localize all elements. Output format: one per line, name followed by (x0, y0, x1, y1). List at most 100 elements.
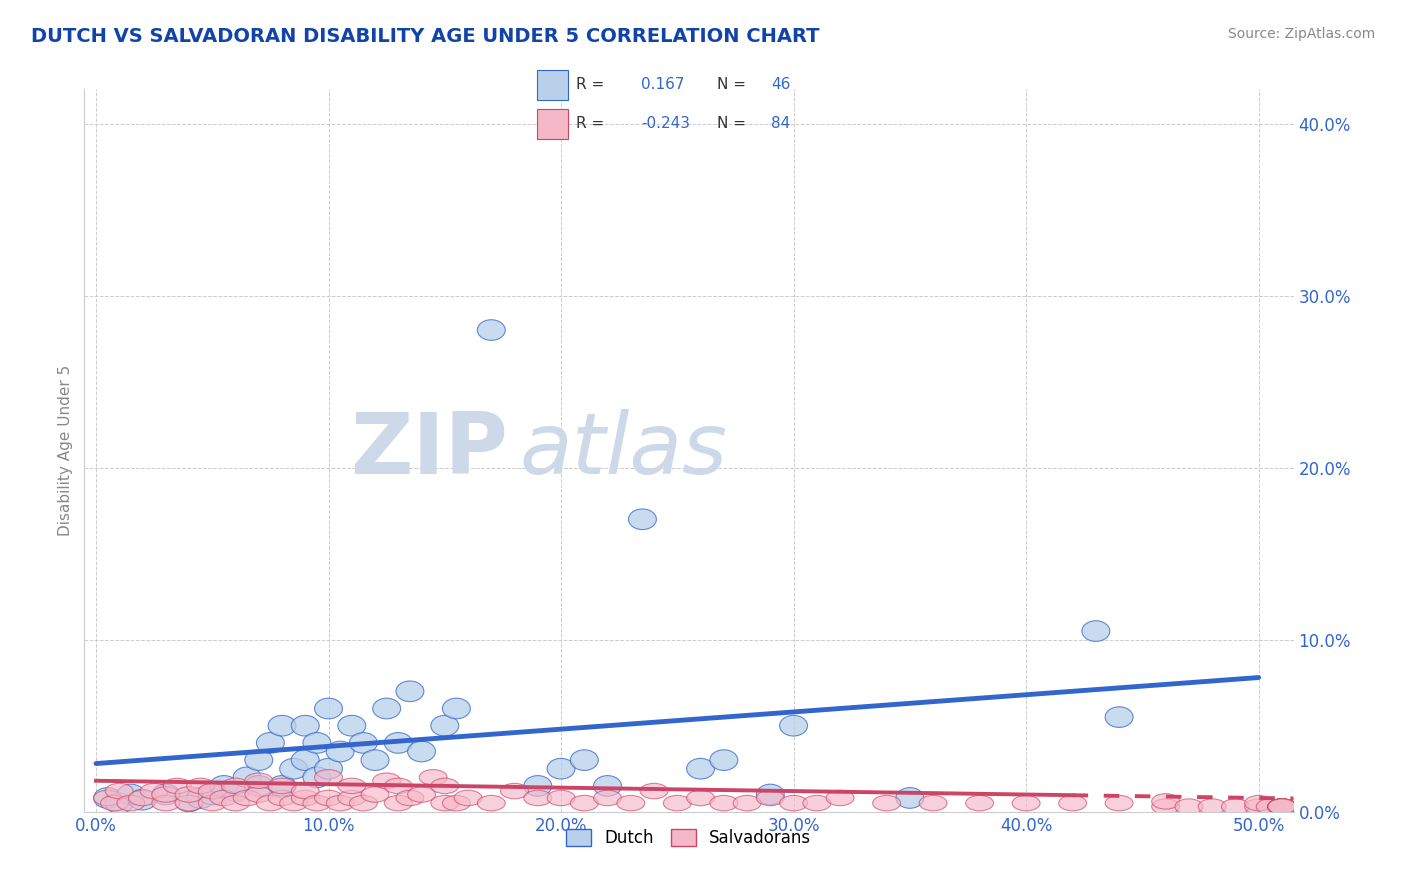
Ellipse shape (315, 758, 343, 779)
Ellipse shape (756, 790, 785, 805)
Ellipse shape (384, 796, 412, 811)
Ellipse shape (198, 796, 226, 811)
Ellipse shape (664, 796, 692, 811)
Ellipse shape (593, 790, 621, 805)
Ellipse shape (315, 770, 343, 785)
Ellipse shape (686, 758, 714, 779)
Ellipse shape (280, 796, 308, 811)
Ellipse shape (827, 790, 853, 805)
Ellipse shape (1175, 799, 1204, 814)
Ellipse shape (547, 758, 575, 779)
Ellipse shape (408, 787, 436, 802)
Ellipse shape (152, 796, 180, 811)
Ellipse shape (302, 796, 330, 811)
Ellipse shape (245, 787, 273, 802)
Ellipse shape (302, 732, 330, 753)
Ellipse shape (337, 715, 366, 736)
Text: 84: 84 (770, 116, 790, 131)
Ellipse shape (628, 509, 657, 530)
Ellipse shape (396, 790, 423, 805)
Ellipse shape (269, 790, 297, 805)
Ellipse shape (593, 776, 621, 797)
Ellipse shape (373, 698, 401, 719)
Text: R =: R = (576, 77, 605, 92)
Ellipse shape (291, 750, 319, 771)
Ellipse shape (780, 796, 807, 811)
Ellipse shape (896, 788, 924, 808)
Ellipse shape (803, 796, 831, 811)
Ellipse shape (571, 750, 599, 771)
Ellipse shape (1012, 796, 1040, 811)
Ellipse shape (1257, 799, 1284, 814)
Ellipse shape (256, 796, 284, 811)
Ellipse shape (152, 787, 180, 802)
Ellipse shape (105, 783, 134, 799)
Ellipse shape (454, 790, 482, 805)
Ellipse shape (361, 787, 389, 802)
Ellipse shape (350, 732, 377, 753)
Ellipse shape (1268, 799, 1296, 814)
Ellipse shape (94, 788, 121, 808)
Ellipse shape (245, 750, 273, 771)
Ellipse shape (222, 778, 249, 794)
Ellipse shape (187, 788, 215, 808)
Ellipse shape (430, 796, 458, 811)
Ellipse shape (430, 778, 458, 794)
Ellipse shape (256, 732, 284, 753)
Ellipse shape (733, 796, 761, 811)
Ellipse shape (408, 741, 436, 762)
Ellipse shape (174, 787, 202, 802)
Text: 46: 46 (770, 77, 790, 92)
Ellipse shape (920, 796, 948, 811)
Ellipse shape (128, 789, 156, 810)
Ellipse shape (524, 790, 551, 805)
Ellipse shape (280, 758, 308, 779)
Ellipse shape (350, 796, 377, 811)
Ellipse shape (1059, 796, 1087, 811)
FancyBboxPatch shape (537, 70, 568, 100)
Text: Source: ZipAtlas.com: Source: ZipAtlas.com (1227, 27, 1375, 41)
Ellipse shape (430, 715, 458, 736)
Ellipse shape (1105, 796, 1133, 811)
Ellipse shape (302, 767, 330, 788)
Ellipse shape (478, 796, 505, 811)
Ellipse shape (686, 790, 714, 805)
FancyBboxPatch shape (537, 109, 568, 139)
Ellipse shape (1268, 799, 1296, 814)
Ellipse shape (361, 750, 389, 771)
Ellipse shape (269, 776, 297, 797)
Ellipse shape (291, 783, 319, 799)
Ellipse shape (209, 790, 238, 805)
Ellipse shape (1268, 799, 1296, 814)
Ellipse shape (419, 770, 447, 785)
Ellipse shape (873, 796, 901, 811)
Ellipse shape (1268, 799, 1296, 814)
Ellipse shape (443, 796, 471, 811)
Ellipse shape (222, 796, 249, 811)
Ellipse shape (1268, 799, 1296, 814)
Ellipse shape (1268, 799, 1296, 814)
Text: atlas: atlas (520, 409, 728, 492)
Ellipse shape (1083, 621, 1109, 641)
Ellipse shape (94, 790, 121, 805)
Ellipse shape (222, 780, 249, 801)
Ellipse shape (269, 778, 297, 794)
Ellipse shape (315, 790, 343, 805)
Ellipse shape (1268, 799, 1296, 814)
Ellipse shape (198, 784, 226, 805)
Ellipse shape (1268, 799, 1296, 814)
Ellipse shape (1105, 706, 1133, 728)
Ellipse shape (1152, 799, 1180, 814)
Text: R =: R = (576, 116, 605, 131)
Ellipse shape (1152, 794, 1180, 809)
Ellipse shape (1268, 799, 1296, 814)
Ellipse shape (245, 776, 273, 797)
Ellipse shape (1268, 799, 1296, 814)
Y-axis label: Disability Age Under 5: Disability Age Under 5 (58, 365, 73, 536)
Ellipse shape (1198, 799, 1226, 814)
Ellipse shape (101, 796, 128, 811)
Ellipse shape (337, 790, 366, 805)
Ellipse shape (396, 681, 423, 702)
Ellipse shape (524, 776, 551, 797)
Text: N =: N = (717, 77, 747, 92)
